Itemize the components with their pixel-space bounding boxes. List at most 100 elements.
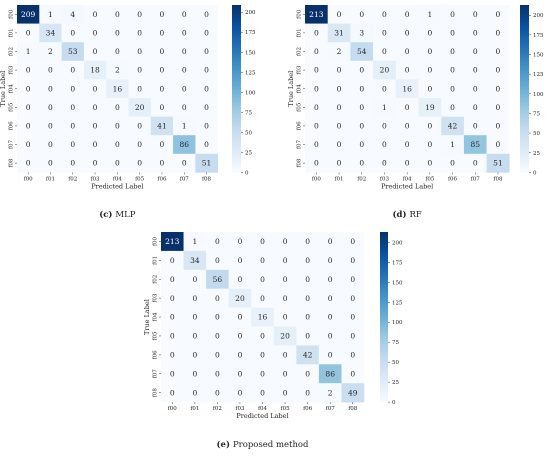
heatmap-cell xyxy=(273,326,297,346)
heatmap-cell xyxy=(61,60,85,80)
cell-value-label: 0 xyxy=(115,103,120,112)
cell-value-label: 0 xyxy=(93,29,98,38)
heatmap-cell xyxy=(39,79,62,99)
heatmap-cell xyxy=(228,345,252,365)
cell-value-label: 0 xyxy=(305,275,310,284)
cell-value-label: 0 xyxy=(160,66,165,75)
heatmap-cell xyxy=(441,79,465,99)
cell-value-label: 0 xyxy=(26,66,31,75)
cell-value-label: 41 xyxy=(157,122,167,131)
cell-value-label: 0 xyxy=(328,256,333,265)
y-tick-label: f07 xyxy=(153,369,159,379)
caption-letter: (d) xyxy=(393,209,410,220)
heatmap-cell xyxy=(195,135,218,155)
heatmap-cell xyxy=(173,79,196,99)
cell-value-label: 0 xyxy=(137,159,142,168)
heatmap-cell xyxy=(350,135,374,155)
heatmap-cell xyxy=(327,79,351,99)
cell-value-label: 0 xyxy=(115,10,120,19)
heatmap-cell xyxy=(341,288,365,308)
heatmap-cell xyxy=(463,135,487,155)
cell-value-label: 0 xyxy=(328,332,333,341)
cell-value-label: 0 xyxy=(93,47,98,56)
heatmap-cell xyxy=(463,116,487,136)
heatmap-cell xyxy=(39,98,62,117)
heatmap-cell xyxy=(39,5,62,24)
x-tick-label: f05 xyxy=(281,406,291,412)
heatmap-cell xyxy=(106,60,129,80)
heatmap-cell xyxy=(173,153,196,173)
cell-value-label: 0 xyxy=(260,332,265,341)
x-tick-label: f04 xyxy=(258,406,268,412)
heatmap-cell xyxy=(83,98,107,117)
heatmap-panel-proposed: 213 1 0 0 0 0 0 0 00 34 0 0 0 0 0 0 00 0 56 0 0 0 0 0 00 0 0 20 0 0 0 0… xyxy=(143,232,403,450)
heatmap-cell xyxy=(206,250,229,271)
heatmap-cell xyxy=(150,60,174,80)
colorbar-tick-label: 100 xyxy=(392,320,403,326)
heatmap-cell xyxy=(318,307,342,327)
cell-value-label: 0 xyxy=(427,122,432,131)
cell-value-label: 0 xyxy=(170,256,175,265)
heatmap-cell xyxy=(128,98,152,117)
cell-value-label: 0 xyxy=(215,237,220,246)
heatmap-cell xyxy=(39,60,62,80)
cell-value-label: 20 xyxy=(280,332,290,341)
cell-value-label: 42 xyxy=(303,350,313,359)
cell-value-label: 1 xyxy=(382,103,387,112)
cell-value-label: 1 xyxy=(26,47,31,56)
x-tick-label: f03 xyxy=(380,176,390,182)
colorbar-tick-label: 25 xyxy=(533,151,540,157)
heatmap-cell xyxy=(183,250,207,271)
cell-value-label: 0 xyxy=(26,103,31,112)
cell-value-label: 0 xyxy=(204,84,209,93)
cell-value-label: 0 xyxy=(260,388,265,397)
cell-value-label: 0 xyxy=(350,369,355,378)
heatmap-cell xyxy=(161,383,184,403)
heatmap-cell xyxy=(173,60,196,80)
heatmap-cell xyxy=(251,232,275,252)
colorbar-tick-label: 50 xyxy=(245,130,252,136)
colorbar-tick-label: 175 xyxy=(533,33,544,39)
x-tick-label: f00 xyxy=(168,406,178,412)
heatmap-cell xyxy=(273,250,297,271)
cell-value-label: 0 xyxy=(450,66,455,75)
heatmap-cell xyxy=(173,23,196,43)
y-tick-label: f08 xyxy=(153,388,159,398)
heatmap-cell xyxy=(251,269,275,289)
y-tick-label: f05 xyxy=(153,331,159,341)
cell-value-label: 0 xyxy=(48,84,53,93)
y-tick-label: f05 xyxy=(9,102,15,112)
cell-value-label: 2 xyxy=(48,47,53,56)
cell-value-label: 20 xyxy=(235,294,245,303)
heatmap-cell xyxy=(17,60,40,80)
cell-value-label: 0 xyxy=(204,10,209,19)
y-tick-label: f00 xyxy=(297,9,303,19)
cell-value-label: 0 xyxy=(238,369,243,378)
y-tick-label: f02 xyxy=(297,47,303,56)
cell-value-label: 1 xyxy=(182,122,187,131)
x-tick-labels: f00 f01 f02 f03 f04 f05 f06 f07 f08 xyxy=(168,402,358,412)
heatmap-cell xyxy=(441,98,465,117)
cell-value-label: 0 xyxy=(170,369,175,378)
cell-value-label: 0 xyxy=(305,256,310,265)
y-tick-label: f03 xyxy=(153,293,159,303)
heatmap-cell xyxy=(161,288,184,308)
x-tick-label: f06 xyxy=(303,406,313,412)
caption-letter: (c) xyxy=(99,209,115,220)
cell-value-label: 0 xyxy=(283,294,288,303)
x-tick-label: f07 xyxy=(326,406,336,412)
cell-value-label: 0 xyxy=(359,84,364,93)
cell-value-label: 0 xyxy=(48,103,53,112)
cell-value-label: 1 xyxy=(427,10,432,19)
cell-value-label: 0 xyxy=(405,140,410,149)
colorbar-tick-label: 75 xyxy=(533,111,540,117)
x-tick-label: f03 xyxy=(91,176,101,182)
cell-value-label: 16 xyxy=(258,313,268,322)
heatmap-cell xyxy=(305,5,328,24)
heatmap-cell xyxy=(463,153,487,173)
cell-value-label: 0 xyxy=(238,313,243,322)
colorbar-tick-label: 150 xyxy=(533,53,544,59)
heatmap-cell xyxy=(150,135,174,155)
heatmap-cell xyxy=(350,5,374,24)
heatmap-cell xyxy=(228,250,252,271)
